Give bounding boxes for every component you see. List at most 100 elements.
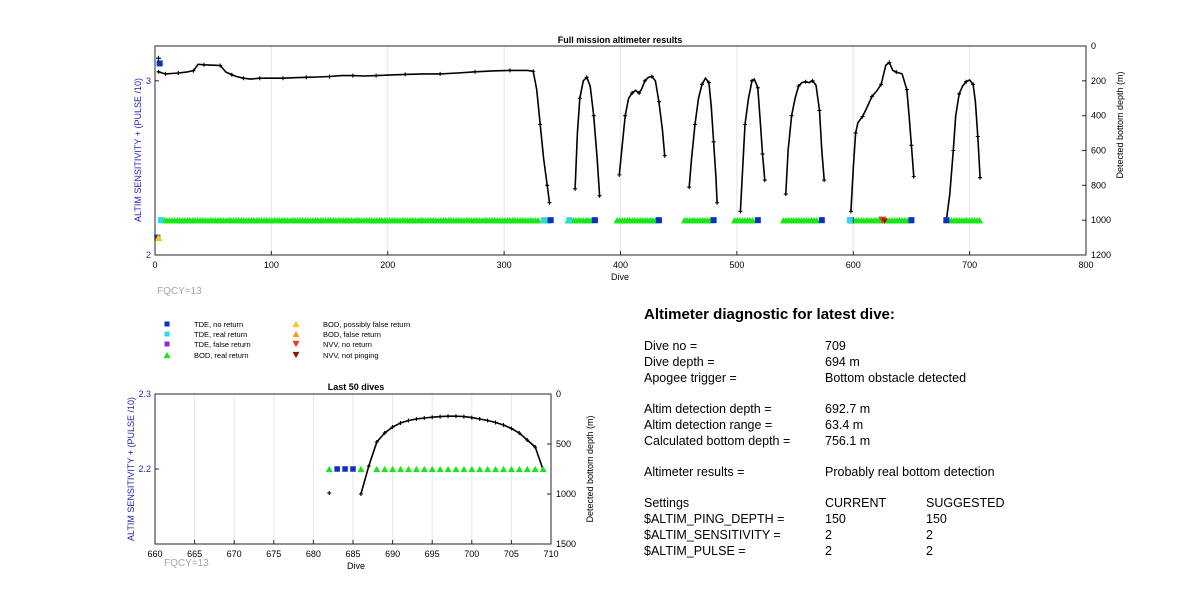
bottom-depth-point bbox=[517, 431, 522, 435]
nvv-not-pinging-marker bbox=[881, 218, 888, 224]
bottom-depth-line bbox=[360, 415, 544, 495]
tde-no-return-marker bbox=[655, 217, 662, 224]
pulse-current: 2 bbox=[825, 544, 832, 558]
top-right-tick-label: 200 bbox=[1091, 76, 1106, 86]
bottom-depth-point bbox=[848, 209, 853, 214]
bottom-depth-point bbox=[755, 85, 760, 90]
bod-real-return-marker bbox=[373, 465, 381, 473]
bod-real-return-marker bbox=[412, 465, 420, 473]
bottom-depth-point bbox=[493, 420, 498, 425]
bottom-depth-point bbox=[879, 82, 884, 87]
bottom-depth-point bbox=[473, 69, 478, 74]
bottom-depth-line bbox=[158, 63, 551, 203]
legend-label: BOD, real return bbox=[194, 351, 249, 360]
ping-depth-suggested: 150 bbox=[926, 512, 947, 526]
bottom-x-tick-label: 710 bbox=[543, 549, 558, 559]
bottom-depth-point bbox=[909, 143, 914, 148]
bottom-depth-point bbox=[617, 172, 622, 177]
legend-label: NVV, no return bbox=[323, 340, 372, 349]
bod-real-return-marker bbox=[507, 465, 515, 473]
bod-real-return-marker bbox=[404, 465, 412, 473]
bod-possibly-false-marker bbox=[154, 233, 163, 242]
bottom-depth-point bbox=[887, 60, 892, 65]
bod-real-return-marker bbox=[444, 465, 452, 473]
sensitivity-current: 2 bbox=[825, 528, 832, 542]
nvv-no-return-marker bbox=[878, 216, 887, 224]
bottom-depth-point bbox=[692, 122, 697, 127]
altimeter-results-value: Probably real bottom detection bbox=[825, 465, 995, 479]
sensitivity-row: $ALTIM_SENSITIVITY = 2 2 bbox=[644, 527, 1164, 543]
bottom-depth-point bbox=[398, 421, 403, 425]
top-chart-title: Full mission altimeter results bbox=[558, 35, 683, 45]
bottom-depth-point bbox=[630, 91, 635, 96]
bottom-depth-point bbox=[485, 418, 490, 423]
bottom-depth-point bbox=[656, 99, 661, 104]
bottom-depth-point bbox=[241, 76, 246, 81]
bottom-depth-point bbox=[738, 209, 743, 214]
bod-real-return-marker bbox=[460, 465, 468, 473]
top-x-tick-label: 400 bbox=[613, 260, 628, 270]
bottom-depth-point bbox=[649, 74, 654, 79]
bottom-depth-point bbox=[201, 62, 206, 67]
bottom-depth-point bbox=[971, 82, 976, 87]
bottom-depth-point bbox=[699, 82, 704, 87]
tde-no-return-marker bbox=[908, 217, 915, 224]
bod-real-return-marker bbox=[468, 465, 476, 473]
top-left-axis-label: ALTIM SENSITIVITY + (PULSE /10) bbox=[133, 78, 143, 222]
bottom-depth-point bbox=[904, 87, 909, 92]
bod-real-return-marker bbox=[523, 465, 531, 473]
legend-marker-tde-false-return bbox=[164, 341, 170, 347]
top-right-axis-label: Detected bottom depth (m) bbox=[1115, 71, 1125, 178]
bottom-depth-point bbox=[507, 68, 512, 73]
bottom-depth-point bbox=[750, 78, 755, 83]
bottom-depth-point bbox=[327, 74, 332, 79]
calculated-bottom-depth-label: Calculated bottom depth = bbox=[644, 434, 791, 448]
ping-depth-label: $ALTIM_PING_DEPTH = bbox=[644, 512, 785, 526]
legend-marker-bod-real-return bbox=[163, 351, 171, 359]
legend-label: TDE, real return bbox=[194, 330, 247, 339]
altim-detection-depth-row: Altim detection depth = 692.7 m bbox=[644, 401, 1164, 417]
apogee-row: Apogee trigger = Bottom obstacle detecte… bbox=[644, 370, 1164, 386]
bottom-depth-point bbox=[623, 113, 628, 118]
top-x-tick-label: 500 bbox=[729, 260, 744, 270]
tde-no-return-marker bbox=[710, 217, 717, 224]
pulse-row: $ALTIM_PULSE = 2 2 bbox=[644, 543, 1164, 559]
legend-marker-tde-real-return bbox=[164, 331, 170, 337]
bottom-depth-point bbox=[525, 438, 530, 442]
bottom-depth-point bbox=[406, 418, 411, 423]
top-x-tick-label: 200 bbox=[380, 260, 395, 270]
bottom-depth-point bbox=[163, 71, 168, 76]
bottom-depth-point bbox=[591, 113, 596, 118]
bottom-depth-point bbox=[191, 68, 196, 73]
bottom-depth-point bbox=[711, 139, 716, 144]
bod-real-return-marker bbox=[428, 465, 436, 473]
dive-depth-label: Dive depth = bbox=[644, 355, 715, 369]
legend-label: TDE, false return bbox=[194, 340, 251, 349]
bottom-depth-line bbox=[739, 77, 766, 212]
top-right-tick-label: 600 bbox=[1091, 146, 1106, 156]
tde-real-return-marker bbox=[540, 217, 547, 224]
bottom-x-tick-label: 705 bbox=[504, 549, 519, 559]
bottom-depth-point bbox=[743, 122, 748, 127]
bottom-right-tick-label: 1500 bbox=[556, 539, 576, 549]
apogee-value: Bottom obstacle detected bbox=[825, 371, 967, 385]
dive-no-row: Dive no = 709 bbox=[644, 338, 1164, 354]
bod-real-return-marker bbox=[476, 465, 484, 473]
bottom-depth-point bbox=[390, 425, 395, 429]
altim-detection-range-value: 63.4 m bbox=[825, 418, 864, 432]
bottom-depth-point bbox=[783, 192, 788, 197]
bottom-depth-line bbox=[785, 79, 825, 195]
legend-label: BOD, false return bbox=[323, 330, 381, 339]
top-right-tick-label: 800 bbox=[1091, 180, 1106, 190]
altim-detection-depth-label: Altim detection depth = bbox=[644, 402, 772, 416]
top-right-tick-label: 0 bbox=[1091, 41, 1096, 51]
fqcy-top-label: FQCY=13 bbox=[157, 286, 202, 297]
bottom-depth-point bbox=[374, 440, 379, 444]
tde-no-return-marker bbox=[943, 217, 950, 224]
bottom-depth-point bbox=[366, 464, 371, 468]
bottom-depth-point bbox=[422, 416, 427, 420]
altim-detection-range-row: Altim detection range = 63.4 m bbox=[644, 417, 1164, 433]
bottom-depth-point bbox=[706, 80, 711, 85]
top-x-tick-label: 100 bbox=[264, 260, 279, 270]
tde-no-return-marker bbox=[334, 466, 340, 472]
